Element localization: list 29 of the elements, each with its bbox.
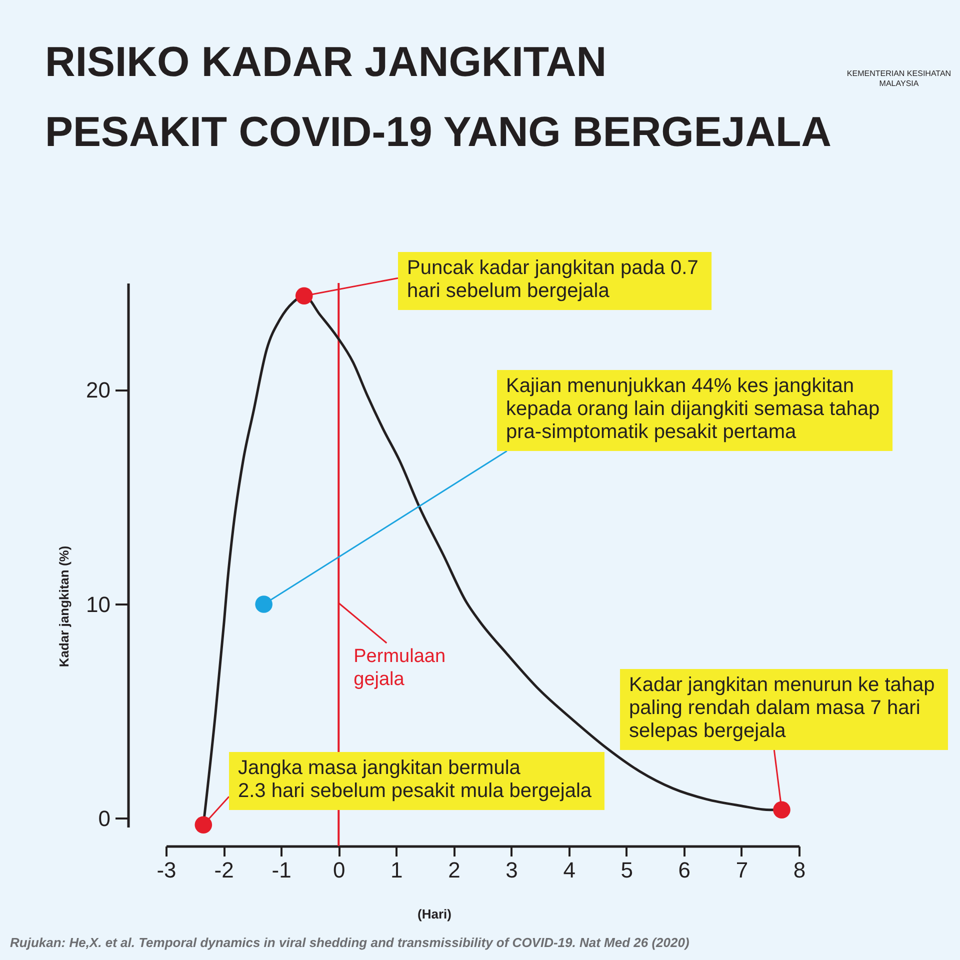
- point: [773, 801, 790, 819]
- x-tick-label: 8: [793, 858, 806, 882]
- annotation: Jangka masa jangkitan bermula 2.3 hari sebelum pesakit mula bergejala: [238, 757, 592, 802]
- x-tick-label: 0: [333, 858, 346, 882]
- y-tick-label: 20: [86, 378, 110, 403]
- chart-title: RISIKO KADAR JANGKITAN PESAKIT COVID-19 YANG BERGEJALA: [45, 38, 832, 155]
- point: [194, 816, 212, 834]
- y-axis-title: Kadar jangkitan (%): [56, 546, 72, 668]
- annotation: Kajian menunjukkan 44% kes jangkitan kepada orang lain dijangkiti semasa tahap pra-simptomatik pesakit pertama: [506, 375, 880, 443]
- x-tick-label: -2: [214, 858, 234, 882]
- x-tick-label: -1: [272, 858, 292, 882]
- x-tick-label: 7: [736, 858, 748, 882]
- x-axis-title: (Hari): [418, 906, 452, 922]
- annotation: Puncak kadar jangkitan pada 0.7 hari sebelum bergejala: [407, 257, 698, 302]
- x-tick-label: -3: [156, 858, 176, 882]
- point: [255, 596, 272, 613]
- ref-line-label: Permulaan gejala: [354, 646, 446, 690]
- point: [295, 287, 313, 304]
- x-tick-label: 4: [563, 858, 576, 882]
- text: KEMENTERIAN KESIHATAN MALAYSIA: [846, 69, 952, 88]
- y-tick-label: 10: [86, 592, 110, 617]
- x-tick-label: 5: [620, 858, 633, 882]
- y-tick-label: 0: [98, 806, 110, 831]
- x-tick-label: 6: [678, 858, 691, 882]
- annotation: Kadar jangkitan menurun ke tahap paling rendah dalam masa 7 hari selepas bergejala: [629, 674, 935, 742]
- x-tick-label: 3: [506, 858, 518, 882]
- x-tick-label: 1: [390, 858, 403, 882]
- text: Rujukan: He,X. et al. Temporal dynamics in viral shedding and transmissibility of COVID-19. Nat Med 26 (2020): [10, 935, 690, 950]
- x-tick-label: 2: [448, 858, 460, 882]
